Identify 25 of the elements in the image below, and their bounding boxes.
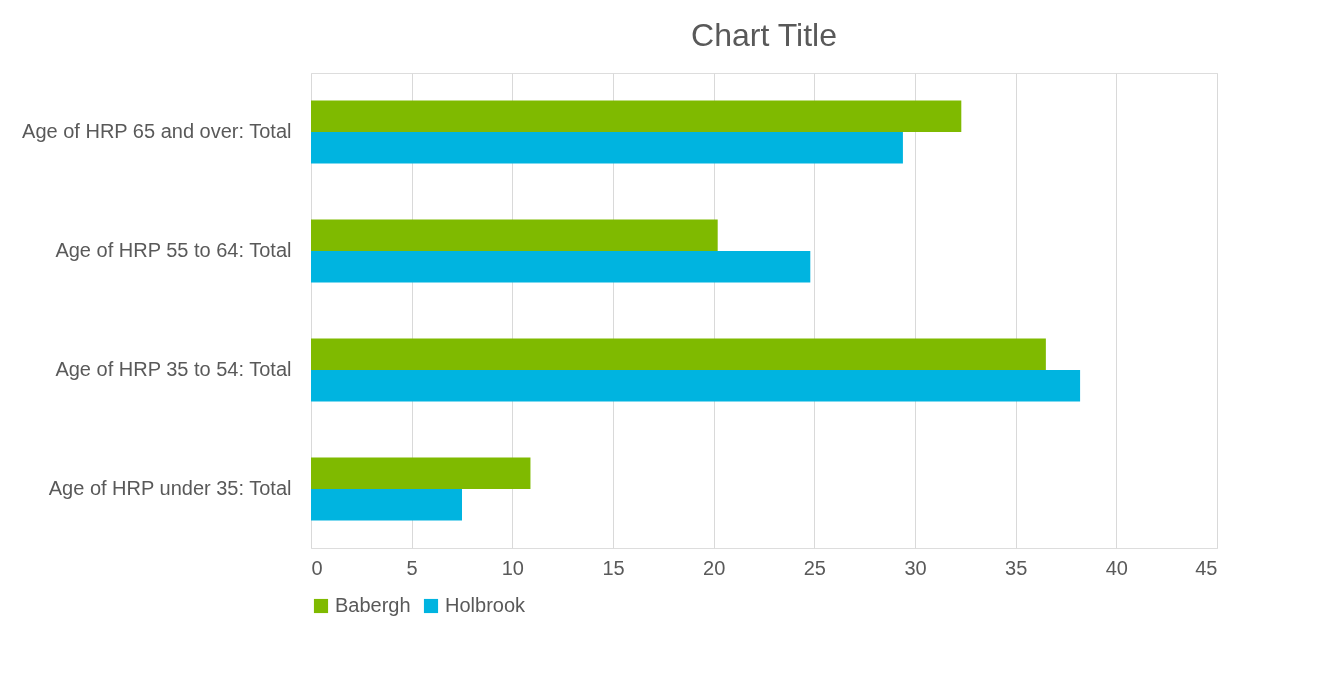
bar [311, 100, 962, 132]
x-tick-label: 35 [1005, 556, 1028, 579]
x-tick-label: 40 [1105, 556, 1128, 579]
x-tick-label: 15 [602, 556, 625, 579]
x-tick-label: 30 [904, 556, 927, 579]
x-tick-label: 45 [1195, 556, 1218, 579]
chart-title: Chart Title [691, 17, 837, 53]
legend-label: Holbrook [445, 594, 527, 616]
x-tick-label: 0 [311, 556, 323, 579]
bar [311, 370, 1081, 402]
bar [311, 250, 811, 283]
y-tick-label: Age of HRP under 35: Total [48, 477, 292, 500]
bar [311, 338, 1046, 371]
bar [311, 219, 718, 251]
legend-label: Babergh [335, 594, 411, 616]
x-tick-label: 5 [406, 556, 418, 579]
y-tick-label: Age of HRP 55 to 64: Total [55, 238, 292, 261]
bar [311, 457, 531, 490]
y-tick-label: Age of HRP 65 and over: Total [22, 119, 292, 142]
y-tick-label: Age of HRP 35 to 54: Total [55, 358, 292, 381]
bar [311, 131, 903, 164]
x-tick-label: 10 [501, 556, 524, 579]
x-tick-label: 20 [703, 556, 726, 579]
bar [311, 489, 462, 521]
x-tick-label: 25 [803, 556, 826, 579]
